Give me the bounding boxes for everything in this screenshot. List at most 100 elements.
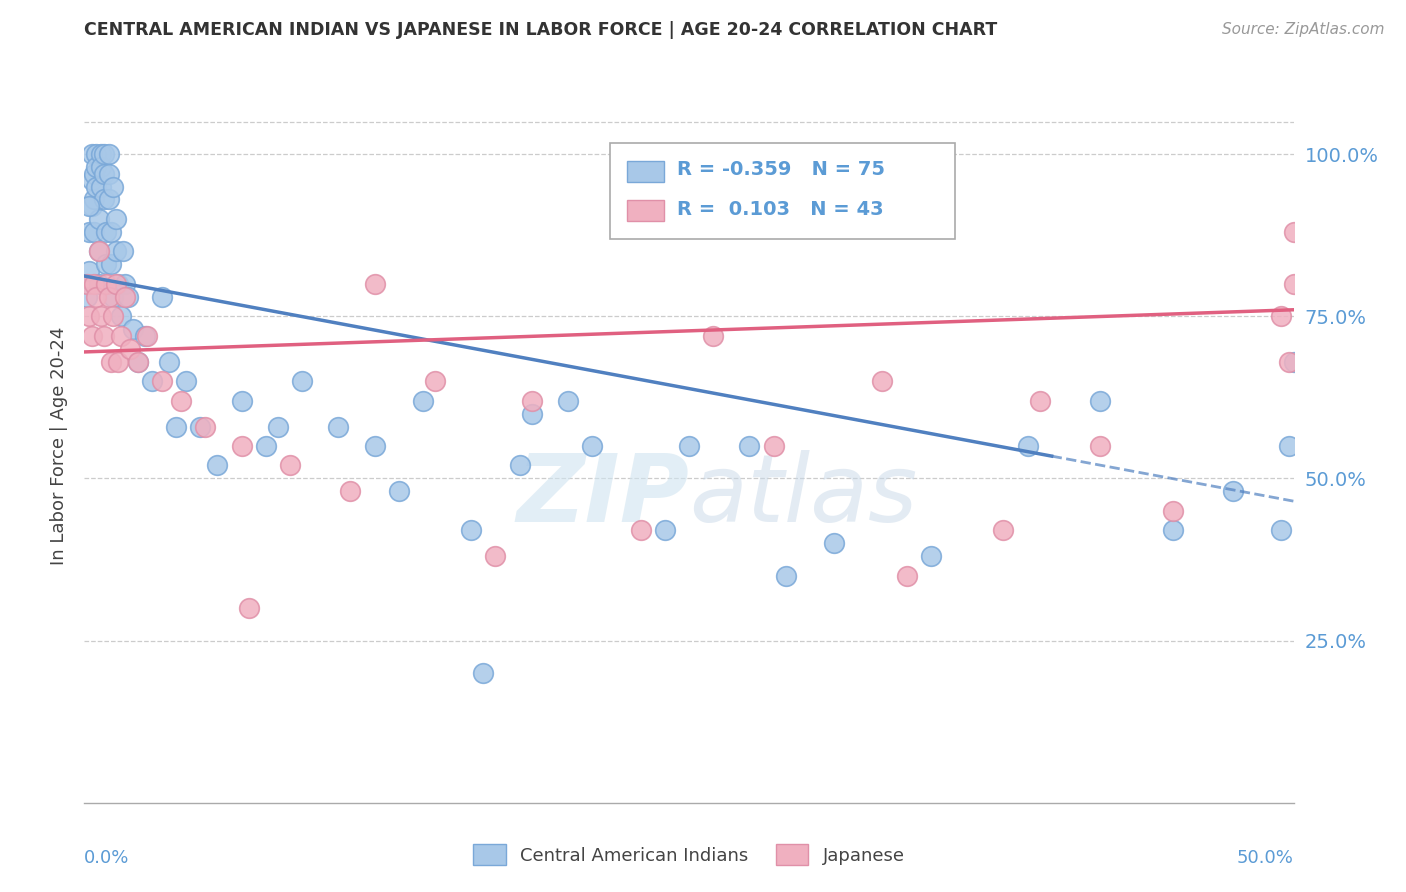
Point [80,147,103,161]
Point [165,419,187,434]
Point [1282,277,1305,291]
Point [872,374,894,388]
Point [1278,354,1301,368]
Point [100,354,122,368]
Point [100,225,122,239]
Point [678,439,700,453]
Point [93,167,115,181]
Point [1278,439,1301,453]
Text: 0.0%: 0.0% [84,849,129,867]
Point [93,328,115,343]
Point [103,179,125,194]
Point [94,225,117,239]
Point [103,310,125,324]
Point [134,328,156,343]
Point [1088,439,1111,453]
Point [117,290,139,304]
Point [86,160,108,174]
Point [103,290,125,304]
Point [291,374,314,388]
Point [114,290,136,304]
Point [278,458,301,473]
Point [472,666,495,681]
Point [702,328,724,343]
FancyBboxPatch shape [627,161,664,182]
Point [174,374,197,388]
Point [86,179,108,194]
Point [77,264,100,278]
Point [94,277,117,291]
Point [80,199,103,213]
Point [654,524,676,538]
Point [90,310,112,324]
Point [114,277,136,291]
Point [328,419,350,434]
Point [762,439,785,453]
Point [90,179,112,194]
Point [120,342,142,356]
Text: atlas: atlas [689,450,917,541]
Point [920,549,942,564]
Point [107,354,129,368]
Point [1270,310,1292,324]
Point [87,211,110,226]
Point [238,601,260,615]
Point [1161,504,1184,518]
Point [87,244,110,259]
Point [97,290,120,304]
Text: CENTRAL AMERICAN INDIAN VS JAPANESE IN LABOR FORCE | AGE 20-24 CORRELATION CHART: CENTRAL AMERICAN INDIAN VS JAPANESE IN L… [84,21,998,39]
Point [738,439,761,453]
Point [86,290,108,304]
Point [94,257,117,271]
Point [83,225,105,239]
Point [150,290,173,304]
Point [896,568,918,582]
FancyBboxPatch shape [610,143,955,239]
Point [136,328,159,343]
Point [231,393,253,408]
Point [104,211,127,226]
Point [93,147,115,161]
Point [509,458,531,473]
Text: 50.0%: 50.0% [1237,849,1294,867]
Point [90,147,112,161]
Point [87,277,110,291]
Point [1161,524,1184,538]
Point [1282,354,1305,368]
Point [190,419,212,434]
Point [412,393,434,408]
Point [775,568,797,582]
Point [993,524,1015,538]
Point [87,244,110,259]
Point [141,374,163,388]
Point [127,354,149,368]
Text: Source: ZipAtlas.com: Source: ZipAtlas.com [1222,22,1385,37]
Legend: Central American Indians, Japanese: Central American Indians, Japanese [467,837,911,872]
Point [363,439,385,453]
Point [77,225,100,239]
Point [90,160,112,174]
Point [76,277,98,291]
Point [83,167,105,181]
Point [127,354,149,368]
Y-axis label: In Labor Force | Age 20-24: In Labor Force | Age 20-24 [49,326,67,566]
Point [97,147,120,161]
Point [520,407,543,421]
Text: R = -0.359   N = 75: R = -0.359 N = 75 [676,161,884,179]
Point [1017,439,1039,453]
Point [254,439,277,453]
Point [630,524,652,538]
Point [267,419,290,434]
Point [231,439,253,453]
Point [83,277,105,291]
Text: ZIP: ZIP [516,450,689,542]
Point [150,374,173,388]
Point [107,277,129,291]
Point [207,458,229,473]
Point [581,439,603,453]
Point [1270,524,1292,538]
Point [104,244,127,259]
Text: R =  0.103   N = 43: R = 0.103 N = 43 [676,200,883,219]
Point [110,328,132,343]
Point [1088,393,1111,408]
